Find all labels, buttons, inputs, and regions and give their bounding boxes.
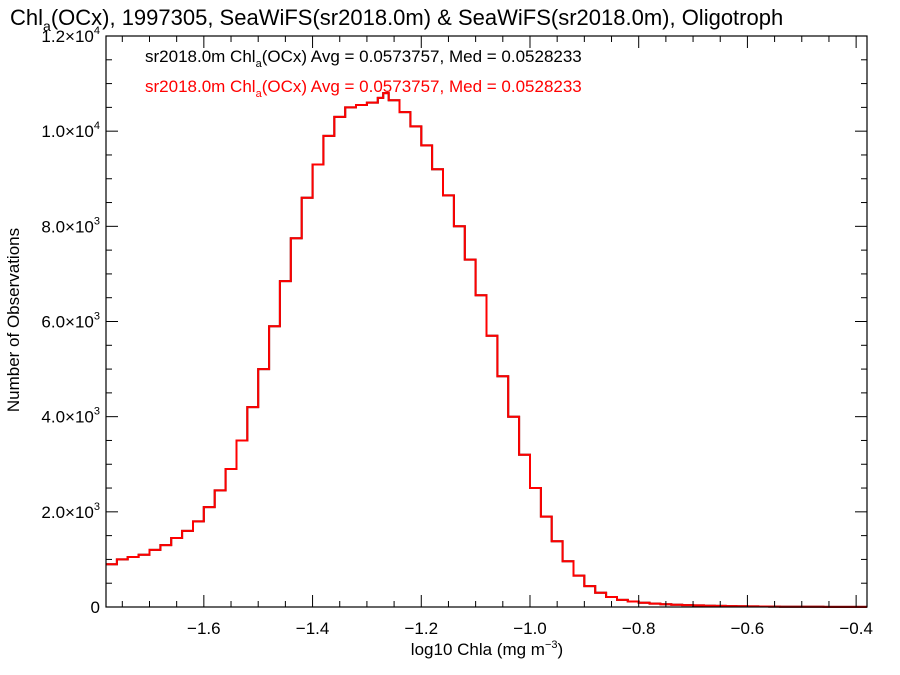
x-tick-label: −1.6	[187, 619, 221, 638]
x-tick-label: −1.4	[296, 619, 330, 638]
svg-text:sr2018.0m Chla(OCx) Avg = 0.05: sr2018.0m Chla(OCx) Avg = 0.0573757, Med…	[145, 47, 582, 70]
y-tick-label: 1.0×104	[41, 120, 100, 141]
x-tick-label: −0.4	[839, 619, 873, 638]
y-tick-label: 4.0×103	[41, 406, 100, 427]
y-axis: 0 2.0×103 4.0×103 6.0×103 8.0×103 1.0×104 1.2×…	[41, 25, 867, 617]
x-axis-label: log10 Chla (mg m−3)	[411, 639, 563, 659]
chart-title: Chla(OCx), 1997305, SeaWiFS(sr2018.0m) &…	[10, 5, 783, 34]
y-tick-label: 6.0×103	[41, 311, 100, 332]
y-tick-label: 0	[91, 598, 100, 617]
x-tick-label: −0.8	[622, 619, 656, 638]
series-line-0	[106, 92, 867, 608]
y-axis-label: Number of Observations	[4, 228, 23, 412]
annotation-red: sr2018.0m Chla(OCx) Avg = 0.0573757, Med…	[145, 77, 582, 100]
y-tick-label: 2.0×103	[41, 501, 100, 522]
x-tick-label: −1.0	[513, 619, 547, 638]
svg-text:sr2018.0m Chla(OCx) Avg = 0.05: sr2018.0m Chla(OCx) Avg = 0.0573757, Med…	[145, 77, 582, 100]
x-axis: −1.6 −1.4 −1.2 −1.0 −0.8 −0.6 −0.4	[121, 36, 873, 638]
plot-series	[106, 92, 867, 608]
y-tick-label: 1.2×104	[41, 25, 100, 46]
x-tick-label: −0.6	[731, 619, 765, 638]
y-tick-label: 8.0×103	[41, 215, 100, 236]
annotation-black: sr2018.0m Chla(OCx) Avg = 0.0573757, Med…	[145, 47, 582, 70]
x-tick-label: −1.2	[404, 619, 438, 638]
series-line-1	[106, 92, 867, 608]
